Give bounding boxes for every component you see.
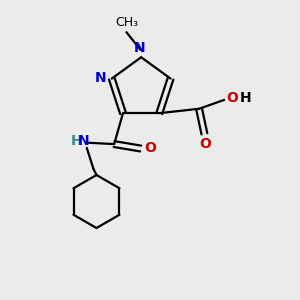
Text: N: N xyxy=(95,71,106,85)
Text: N: N xyxy=(134,41,146,55)
Text: H: H xyxy=(71,134,83,148)
Text: CH₃: CH₃ xyxy=(115,16,138,29)
Text: O: O xyxy=(226,92,238,106)
Text: N: N xyxy=(78,134,90,148)
Text: O: O xyxy=(199,137,211,151)
Text: O: O xyxy=(144,141,156,155)
Text: H: H xyxy=(239,92,251,106)
